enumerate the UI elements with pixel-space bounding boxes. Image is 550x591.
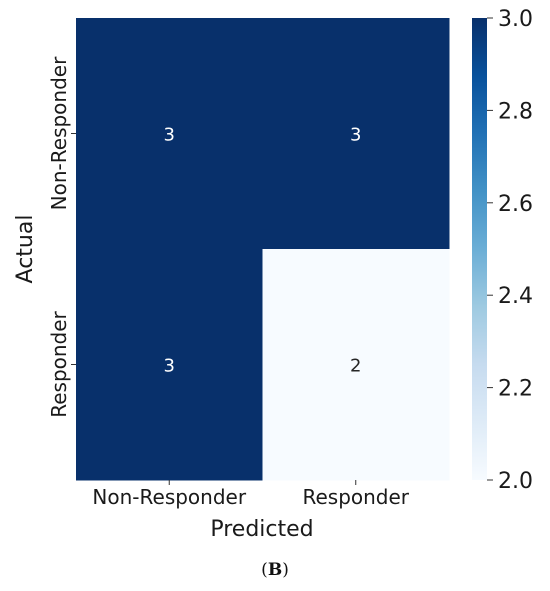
colorbar-tick-label: 2.6 <box>498 192 533 217</box>
heatmap-cell <box>76 249 263 481</box>
colorbar-tick-label: 2.0 <box>498 469 533 494</box>
caption-letter: B <box>267 560 283 580</box>
colorbar <box>472 18 487 480</box>
heatmap-cells <box>76 18 450 481</box>
x-tick-label: Responder <box>302 485 409 509</box>
colorbar-tick-label: 3.0 <box>498 7 533 32</box>
x-tick-label: Non-Responder <box>92 485 246 509</box>
colorbar-tick-label: 2.8 <box>498 99 533 124</box>
y-tick-label: Responder <box>47 310 71 417</box>
colorbar-tick-label: 2.4 <box>498 284 533 309</box>
heatmap-cell <box>262 249 450 481</box>
cell-value-label: 3 <box>350 125 361 146</box>
heatmap-cell <box>76 18 263 250</box>
y-axis-label: Actual <box>13 215 38 284</box>
y-tick-label: Non-Responder <box>47 56 71 210</box>
heatmap-cell <box>262 18 450 250</box>
x-axis-label: Predicted <box>210 517 313 542</box>
cell-value-label: 3 <box>164 125 175 146</box>
x-axis-ticks: Non-Responder Responder <box>92 480 410 509</box>
colorbar-ticks: 2.0 2.2 2.4 2.6 2.8 3.0 <box>487 7 533 494</box>
y-axis-ticks: Non-Responder Responder <box>47 56 76 418</box>
colorbar-tick-label: 2.2 <box>498 377 533 402</box>
figure-caption: (B) <box>261 560 289 580</box>
cell-value-label: 3 <box>164 356 175 377</box>
heatmap-cell-labels: 3 3 3 2 <box>164 125 362 377</box>
confusion-matrix-chart: 3 3 3 2 Non-Responder Responder Non-Responde… <box>13 7 533 542</box>
cell-value-label: 2 <box>350 356 361 377</box>
